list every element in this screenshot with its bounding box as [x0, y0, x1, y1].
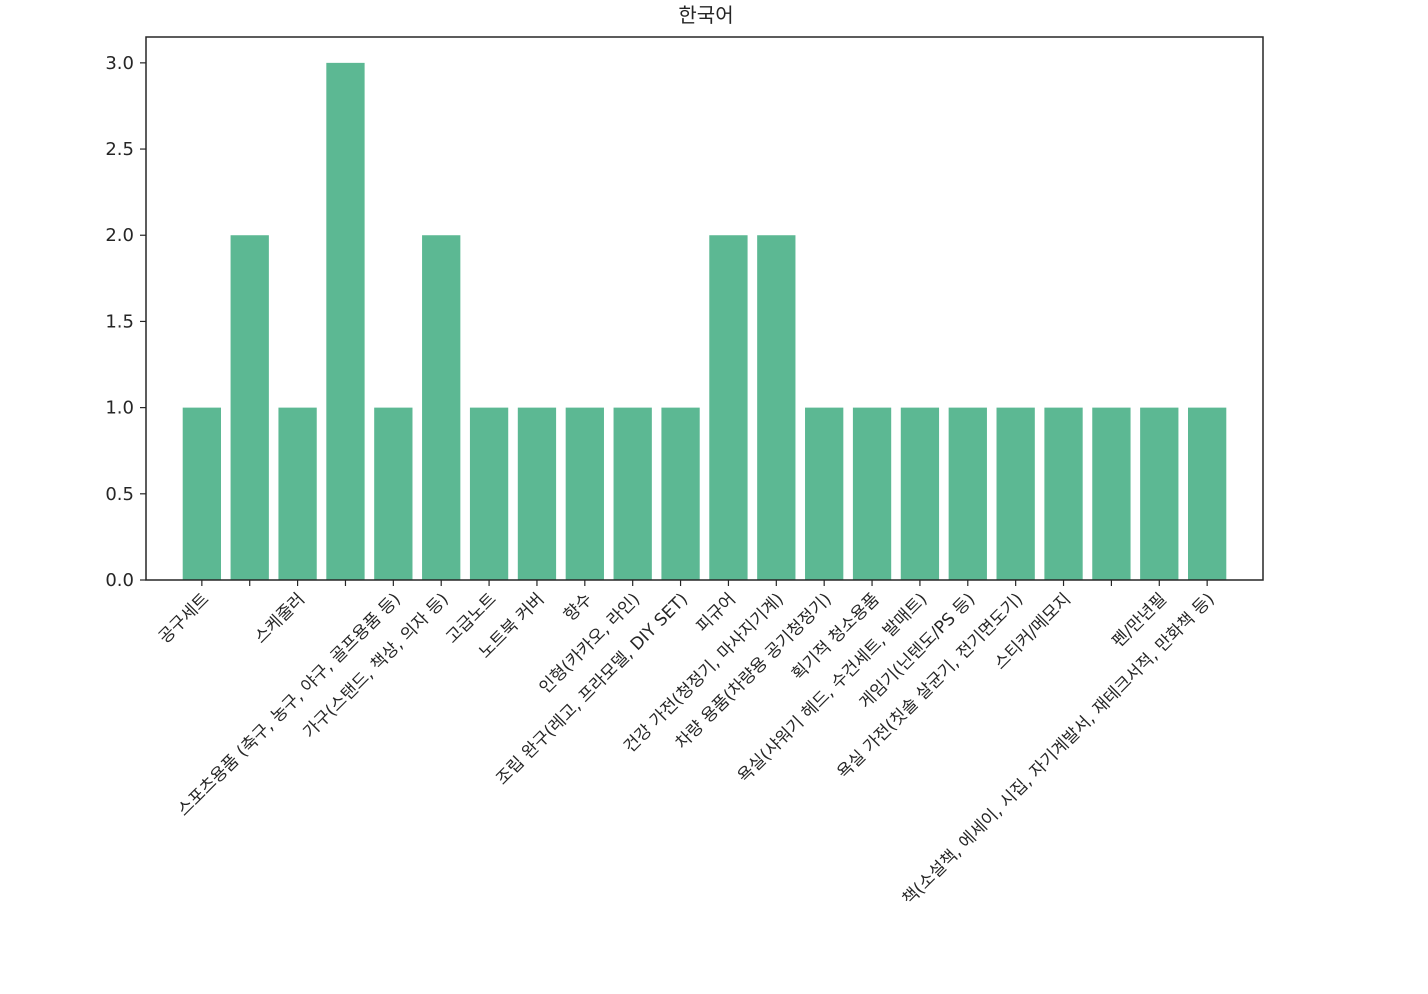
bar-9 [613, 407, 652, 580]
bar-15 [900, 407, 940, 580]
bar-21 [1188, 407, 1227, 580]
bar-0 [182, 407, 221, 580]
y-tick-label-1: 0.5 [105, 484, 134, 505]
x-tick-label-4: 스포츠용품 (축구, 농구, 야구, 골프용품 등) [174, 589, 405, 820]
y-tick-label-4: 2.0 [105, 225, 134, 246]
x-tick-label-21: 책(소설책, 에세이, 시집, 자기계발서, 재테크서적, 만화책 등) [899, 589, 1219, 909]
y-tick-label-0: 0.0 [105, 570, 134, 591]
bar-12 [757, 235, 796, 580]
x-tick-label-8: 향수 [560, 589, 596, 625]
bar-7 [517, 407, 557, 580]
bar-2 [278, 407, 317, 580]
chart-title: 한국어 [678, 3, 733, 27]
bar-17 [996, 407, 1035, 580]
bar-6 [469, 407, 509, 580]
y-tick-label-5: 2.5 [105, 139, 134, 160]
y-tick-label-6: 3.0 [105, 53, 134, 74]
x-tick-label-2: 스케줄러 [251, 589, 309, 647]
bar-20 [1140, 407, 1179, 580]
bar-13 [805, 407, 844, 580]
y-tick-label-2: 1.0 [105, 398, 134, 419]
bar-16 [948, 407, 987, 580]
bar-11 [709, 235, 748, 580]
bar-5 [422, 235, 461, 580]
bar-8 [565, 407, 604, 580]
x-tick-label-0: 공구세트 [155, 589, 213, 647]
y-tick-label-3: 1.5 [105, 311, 134, 332]
bar-18 [1044, 407, 1083, 580]
bar-3 [326, 62, 365, 581]
bar-1 [230, 235, 269, 580]
bar-14 [852, 407, 892, 580]
bar-4 [374, 407, 413, 580]
plot-frame [145, 36, 1264, 581]
bar-19 [1092, 407, 1131, 580]
bar-10 [661, 407, 700, 580]
